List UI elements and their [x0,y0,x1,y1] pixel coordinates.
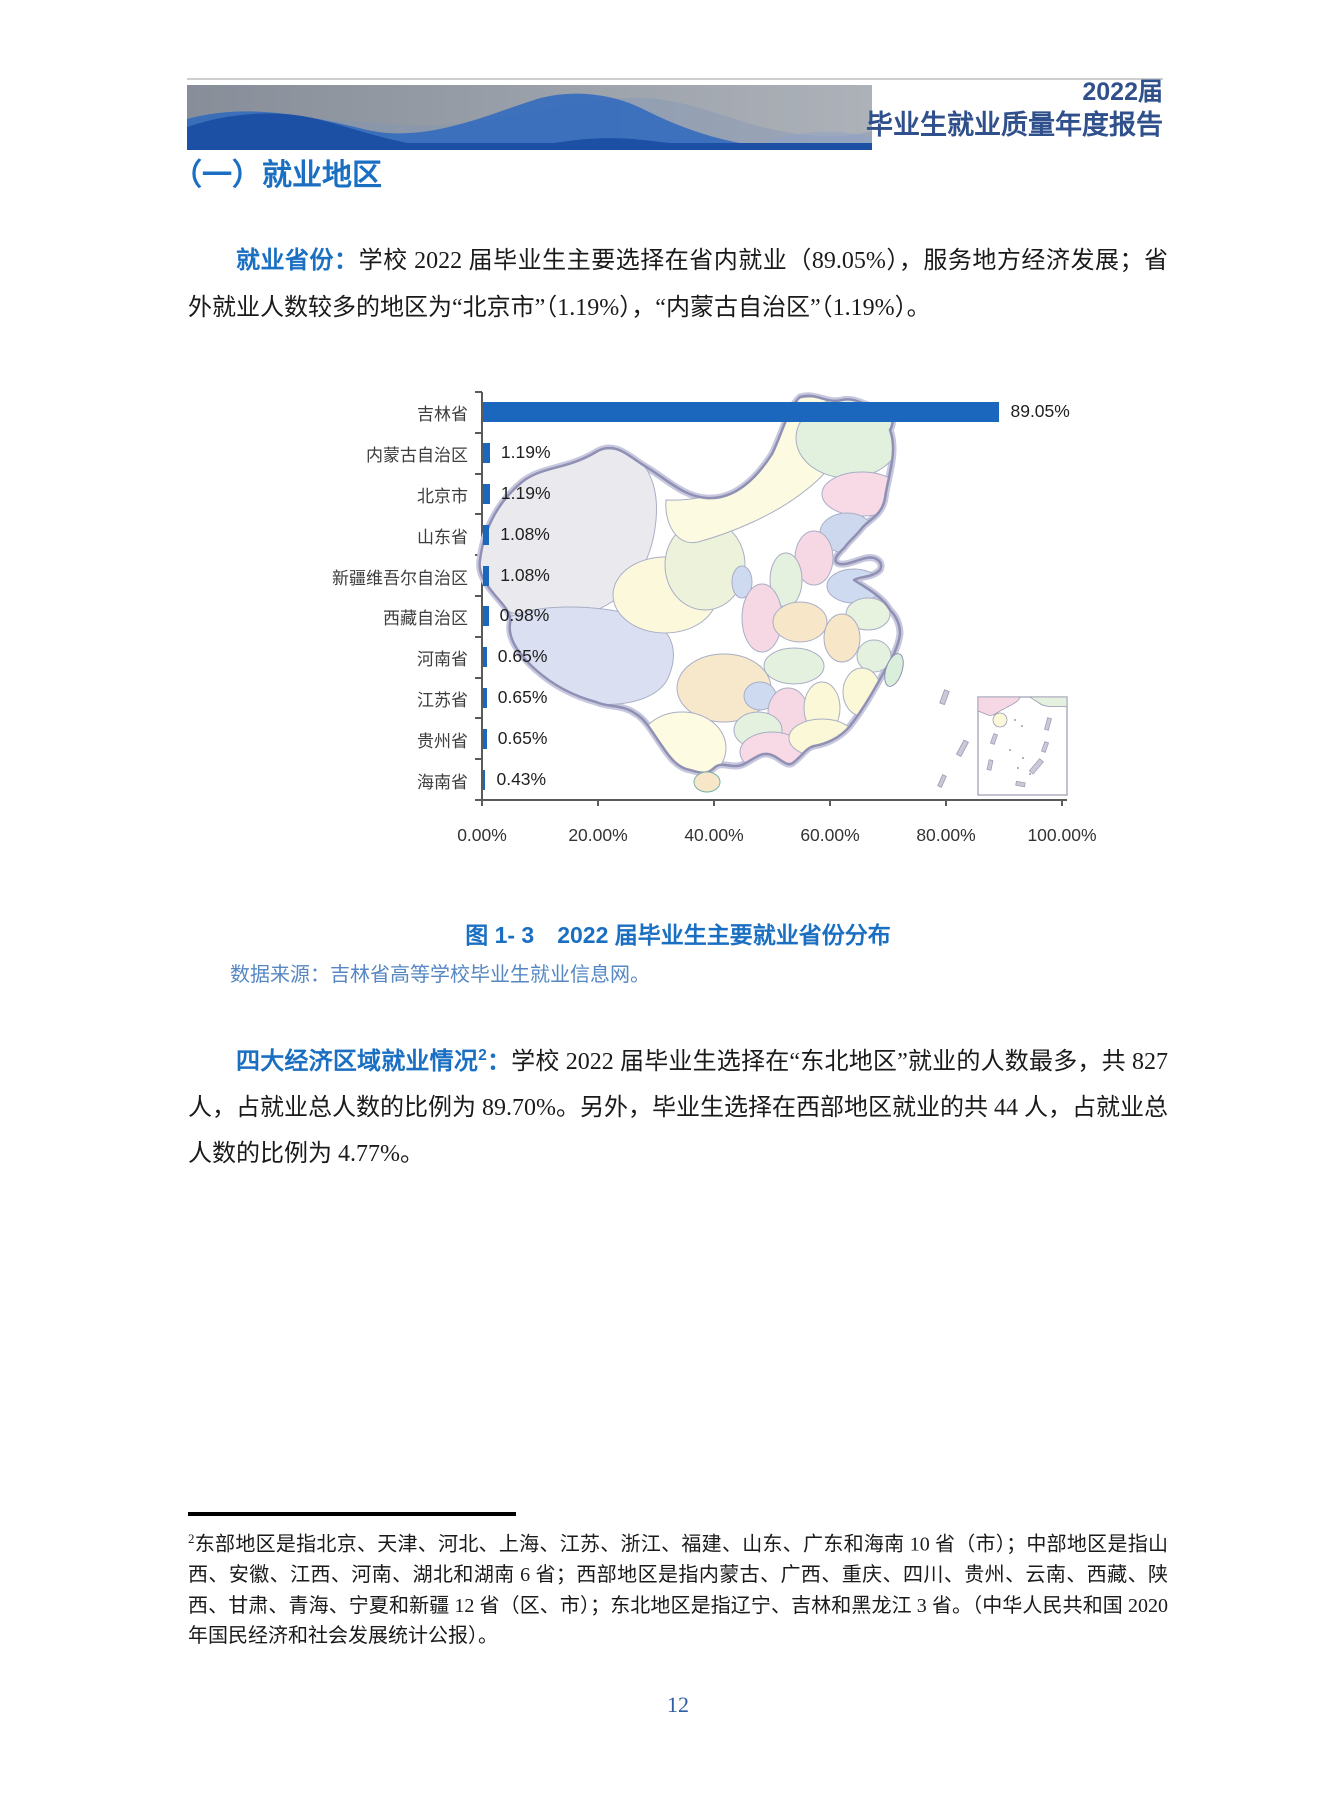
chart-value-label: 0.43% [496,768,547,789]
chart-y-tick [475,472,482,475]
report-header-text: 2022届 毕业生就业质量年度报告 [663,76,1163,142]
chart-category-label: 吉林省 [417,405,468,425]
header-banner [187,85,872,150]
hainan-island [693,771,721,793]
chart-bar [483,769,486,790]
chart-x-axis [481,799,1067,801]
chart-x-tick-label: 80.00% [916,825,976,845]
chart-x-tick [713,800,715,806]
chart-y-tick [475,513,482,516]
paragraph-lead-colon: ： [486,1048,512,1075]
header-rule [187,78,1163,80]
chart-x-tick [945,800,947,806]
chart-bar [483,565,490,586]
chart-category-label: 海南省 [417,772,468,792]
chart-x-tick [481,800,483,806]
south-china-sea-inset [977,696,1068,796]
chart-category-label: 内蒙古自治区 [366,446,468,466]
section-title: （一）就业地区 [172,159,382,192]
footnote-text: 2东部地区是指北京、天津、河北、上海、江苏、浙江、福建、山东、广东和海南 10 … [188,1531,1168,1648]
chart-category-label: 山东省 [417,527,468,547]
chart-y-tick [475,676,482,679]
chart-x-tick-label: 20.00% [568,825,628,845]
figure-caption: 图 1- 3 2022 届毕业生主要就业省份分布 [465,922,891,948]
header-report-title: 毕业生就业质量年度报告 [866,110,1163,140]
chart-bar [483,688,487,708]
banner-bottom-strip [187,143,872,150]
paragraph-body: 学校 2022 届毕业生选择在“东北地区”就业的人数最多，共 827 人，占就业… [188,1049,1169,1167]
chart-category-label: 河南省 [417,650,468,670]
chart-x-tick-label: 100.00% [1027,825,1097,845]
chart-x-tick [1061,800,1063,806]
chart-value-label: 1.08% [500,523,550,544]
chart-bar [483,484,490,504]
chart-category-label: 西藏自治区 [383,609,468,629]
chart-y-tick [475,717,482,720]
footnote-superscript: 2 [188,1531,195,1546]
china-map-overlay [476,392,1068,796]
data-source-note: 数据来源：吉林省高等学校毕业生就业信息网。 [230,964,650,986]
chart-category-label: 北京市 [417,487,468,506]
chart-y-tick [475,431,482,434]
banner-waves-graphic [187,93,872,150]
taiwan-island [884,653,904,687]
paragraph-lead-superscript: 2 [478,1047,487,1064]
chart-bar [483,728,487,749]
chart-value-label: 1.08% [500,564,550,585]
chart-value-label: 0.65% [497,646,548,667]
chart-bar [483,443,490,464]
chart-bar [483,402,1000,423]
chart-x-tick [597,800,599,806]
page-number: 12 [667,1692,689,1717]
paragraph-employment-provinces: 就业省份：学校 2022 届毕业生主要选择在省内就业（89.05%），服务地方经… [188,237,1168,332]
china-outline-border [478,394,902,774]
chart-value-label: 1.19% [500,483,551,503]
chart-y-axis [481,392,483,800]
offshore-islands [937,689,969,788]
chart-value-label: 0.65% [497,727,548,748]
chart-bar [483,524,490,545]
chart-bar [483,606,489,627]
chart-x-tick-label: 60.00% [800,825,860,845]
paragraph-economic-regions: 四大经济区域就业情况2：学校 2022 届毕业生选择在“东北地区”就业的人数最多… [188,1033,1168,1177]
paragraph-body: 学校 2022 届毕业生主要选择在省内就业（89.05%），服务地方经济发展；省… [188,248,1168,321]
paragraph-lead: 就业省份： [236,247,359,274]
chart-bar [483,647,487,668]
chart-x-tick [829,800,831,806]
chart-value-label: 89.05% [1010,401,1070,422]
province-regions [479,396,901,773]
chart-y-tick [475,635,482,638]
chart-y-tick [475,595,482,597]
chart-value-label: 0.98% [499,605,550,626]
header-year: 2022届 [1082,78,1163,106]
chart-value-label: 1.19% [500,442,551,463]
paragraph-lead: 四大经济区域就业情况 [236,1048,479,1075]
chart-category-label: 新疆维吾尔自治区 [332,568,468,588]
chart-y-tick [475,758,482,761]
chart-value-label: 0.65% [497,687,548,707]
footnote-divider [188,1512,516,1516]
chart-y-tick [475,391,482,393]
chart-x-tick-label: 0.00% [457,825,507,845]
chart-category-label: 贵州省 [417,731,468,751]
chart-category-label: 江苏省 [417,691,468,710]
chart-y-tick [475,799,482,801]
chart-x-tick-label: 40.00% [684,825,744,845]
